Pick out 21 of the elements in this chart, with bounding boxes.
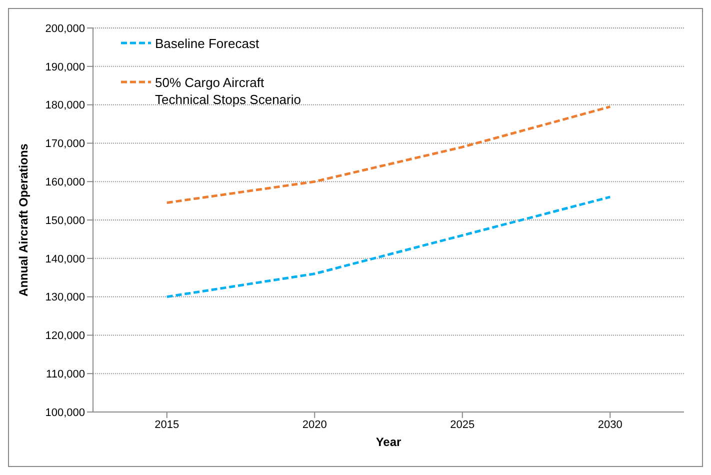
x-tick-label: 2030 <box>598 418 622 431</box>
y-tick-label: 120,000 <box>45 330 85 342</box>
y-tick-label: 190,000 <box>45 61 85 74</box>
x-tick-label: 2015 <box>154 418 180 431</box>
y-tick-label: 140,000 <box>45 253 85 266</box>
y-tick-label: 110,000 <box>46 368 85 381</box>
y-tick-label: 160,000 <box>45 176 85 189</box>
y-tick-label: 130,000 <box>45 292 85 304</box>
y-tick-label: 100,000 <box>45 406 85 419</box>
y-axis-title: Annual Aircraft Operations <box>16 143 30 296</box>
x-tick-label: 2020 <box>302 418 327 431</box>
line-series <box>166 196 612 298</box>
legend-label: 50% Cargo Aircraft Technical Stops Scenario <box>155 74 302 108</box>
y-tick-label: 150,000 <box>45 214 85 227</box>
y-tick-label: 180,000 <box>45 100 85 112</box>
x-tick-label: 2025 <box>450 418 475 431</box>
y-tick-label: 200,000 <box>45 22 85 35</box>
y-tick-label: 170,000 <box>45 138 85 150</box>
x-axis-title: Year <box>376 435 402 449</box>
line-series <box>166 105 612 204</box>
legend-label: Baseline Forecast <box>155 35 260 52</box>
